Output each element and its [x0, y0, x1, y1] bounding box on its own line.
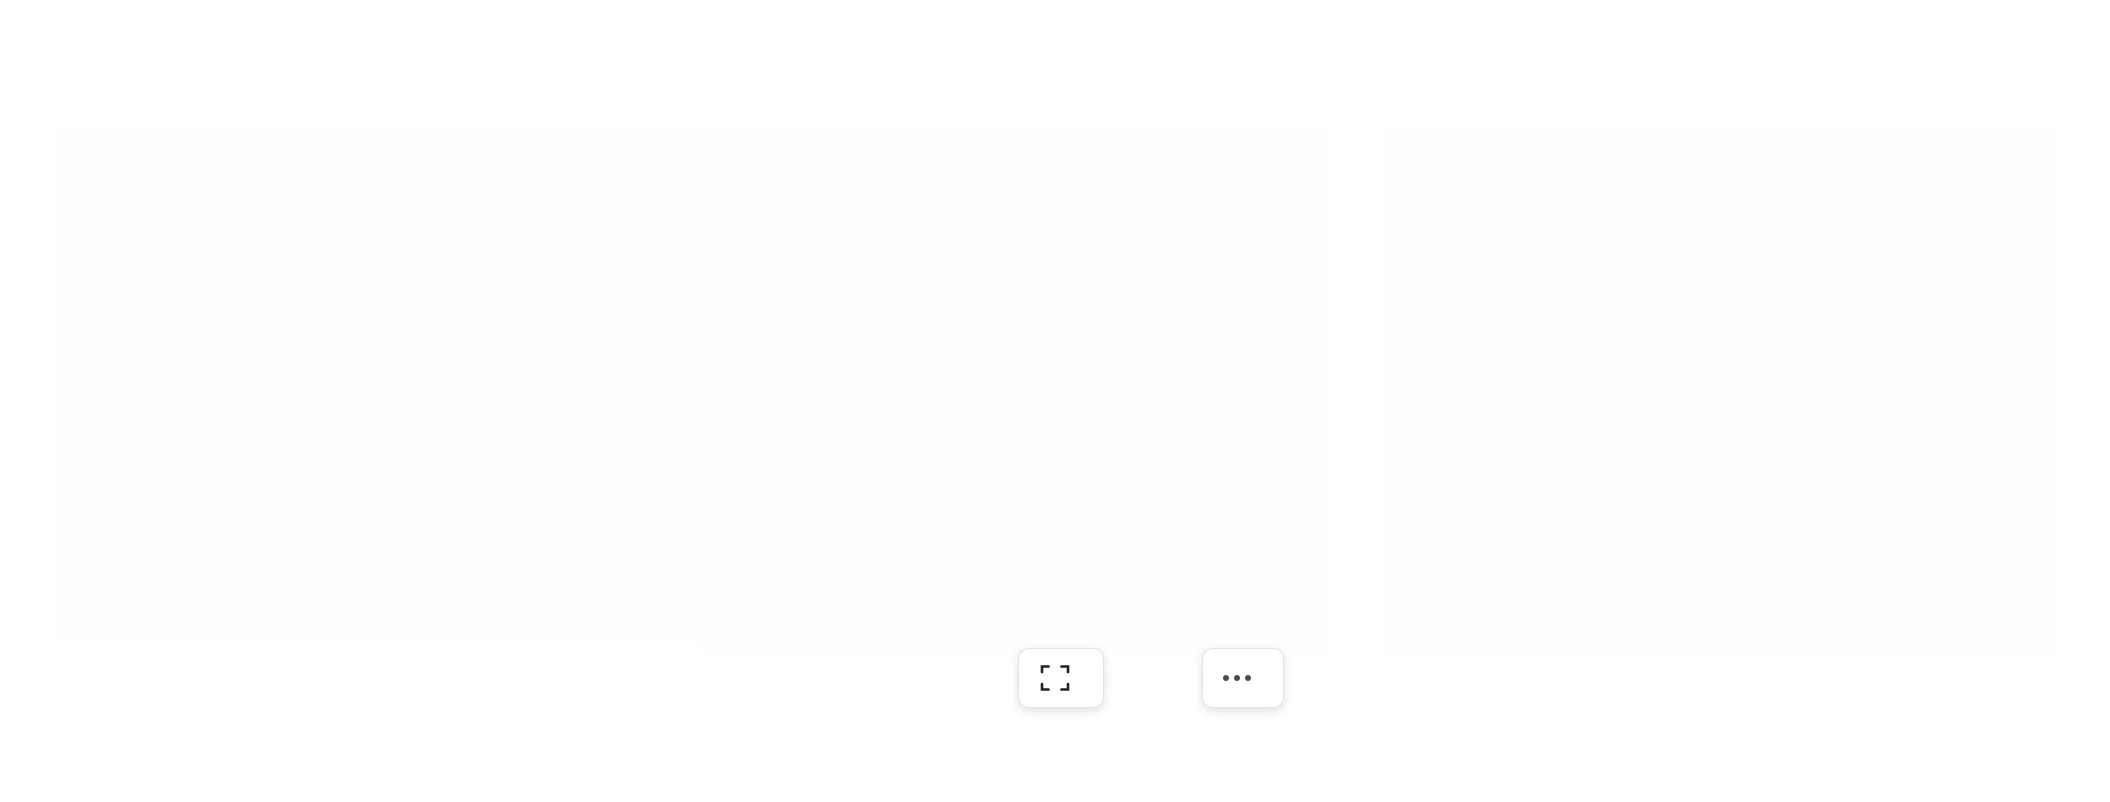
extract-text-button[interactable]: [1018, 648, 1104, 708]
text-extract-icon: [1040, 665, 1070, 691]
top-accent-bar: [25, 0, 2045, 6]
ellipsis-icon: [1223, 675, 1251, 681]
title-bullet-square: [44, 44, 78, 78]
grade-recovery-chart: [1380, 128, 2060, 658]
particle-size-distribution-chart: [700, 128, 1330, 653]
more-features-button[interactable]: [1202, 648, 1284, 708]
liberation-bar-chart: [55, 128, 710, 643]
